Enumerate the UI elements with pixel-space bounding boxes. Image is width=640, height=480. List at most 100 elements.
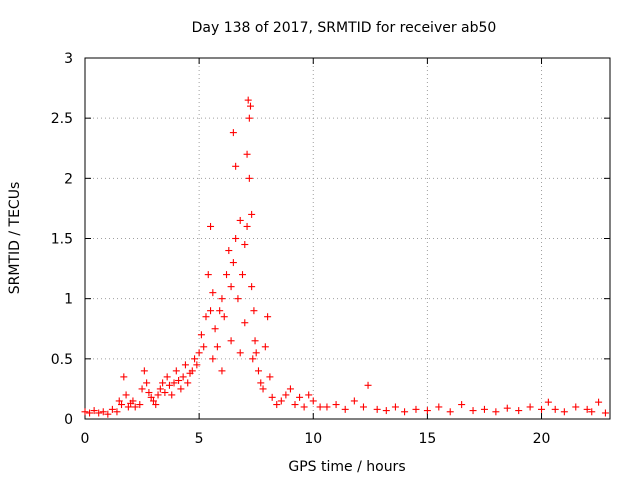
data-point — [218, 367, 226, 375]
data-point — [249, 355, 257, 363]
data-point — [364, 381, 372, 389]
x-tick-label: 20 — [533, 431, 551, 447]
x-tick-label: 15 — [418, 431, 436, 447]
data-point — [266, 373, 274, 381]
data-point — [184, 379, 192, 387]
data-point — [248, 283, 256, 291]
data-point — [147, 393, 155, 401]
y-tick-label: 0 — [64, 412, 73, 428]
data-point — [412, 405, 420, 413]
data-point — [108, 405, 116, 413]
data-point — [245, 114, 253, 122]
data-points — [81, 96, 609, 418]
data-point — [268, 393, 276, 401]
data-point — [332, 401, 340, 409]
data-point — [309, 397, 317, 405]
data-point — [469, 407, 477, 415]
data-point — [113, 408, 121, 416]
data-point — [234, 295, 242, 303]
data-point — [202, 313, 210, 321]
y-axis-title: SRMTID / TECUs — [7, 182, 23, 295]
data-point — [261, 343, 269, 351]
data-point — [179, 373, 187, 381]
data-point — [104, 410, 112, 418]
data-point — [382, 407, 390, 415]
data-point — [538, 405, 546, 413]
data-point — [229, 259, 237, 267]
data-point — [81, 408, 89, 416]
data-point — [216, 307, 224, 315]
data-point — [136, 401, 144, 409]
y-tick-label: 0.5 — [51, 352, 73, 368]
data-point — [359, 403, 367, 411]
data-point — [595, 398, 603, 406]
data-point — [526, 403, 534, 411]
data-point — [254, 367, 262, 375]
data-point — [195, 349, 203, 357]
data-point — [152, 401, 160, 409]
data-point — [480, 405, 488, 413]
data-point — [204, 271, 212, 279]
y-tick-label: 2 — [64, 171, 73, 187]
data-point — [250, 307, 258, 315]
data-point — [560, 408, 568, 416]
data-point — [244, 96, 252, 104]
data-point — [435, 403, 443, 411]
data-point — [236, 349, 244, 357]
data-point — [241, 319, 249, 327]
data-point — [503, 404, 511, 412]
data-point — [373, 405, 381, 413]
data-point — [138, 385, 146, 393]
x-tick-label: 5 — [195, 431, 204, 447]
grid-layer — [85, 58, 610, 419]
data-point — [239, 271, 246, 279]
data-point — [143, 379, 151, 387]
data-point — [544, 398, 552, 406]
data-point — [193, 361, 201, 369]
data-point — [120, 373, 128, 381]
data-point — [251, 337, 259, 345]
data-point — [252, 349, 260, 357]
data-point — [282, 391, 290, 399]
data-point — [248, 210, 256, 218]
data-point — [572, 403, 580, 411]
data-point — [165, 381, 173, 389]
plot-frame — [84, 57, 611, 420]
y-tick-label: 3 — [64, 51, 73, 67]
y-tick-label: 1 — [64, 292, 73, 308]
data-point — [149, 397, 157, 405]
data-point — [227, 337, 235, 345]
data-point — [209, 355, 217, 363]
data-point — [257, 379, 265, 387]
data-point — [163, 373, 171, 381]
data-point — [583, 405, 591, 413]
data-point — [277, 397, 285, 405]
data-point — [401, 408, 409, 416]
x-tick-label: 10 — [304, 431, 322, 447]
data-point — [207, 307, 215, 315]
data-point — [172, 367, 180, 375]
data-point — [200, 343, 208, 351]
data-point — [209, 289, 217, 297]
data-point — [423, 407, 431, 415]
data-point — [213, 343, 221, 351]
ticks-layer: 0 5 10 15 20 0 0.5 1 1.5 2 2.5 3 — [51, 51, 610, 447]
data-point — [154, 391, 162, 399]
data-point — [177, 385, 185, 393]
data-point — [458, 401, 466, 409]
data-point — [241, 241, 249, 249]
data-point — [211, 325, 219, 333]
data-point — [243, 150, 251, 158]
data-point — [99, 408, 107, 416]
data-point — [264, 313, 272, 321]
data-point — [118, 401, 126, 409]
data-point — [305, 391, 313, 399]
data-point — [122, 391, 130, 399]
data-point — [156, 385, 164, 393]
x-axis-title: GPS time / hours — [288, 459, 405, 475]
data-point — [225, 247, 233, 255]
data-point — [232, 235, 240, 242]
data-point — [296, 393, 304, 401]
x-tick-label: 0 — [81, 431, 90, 447]
